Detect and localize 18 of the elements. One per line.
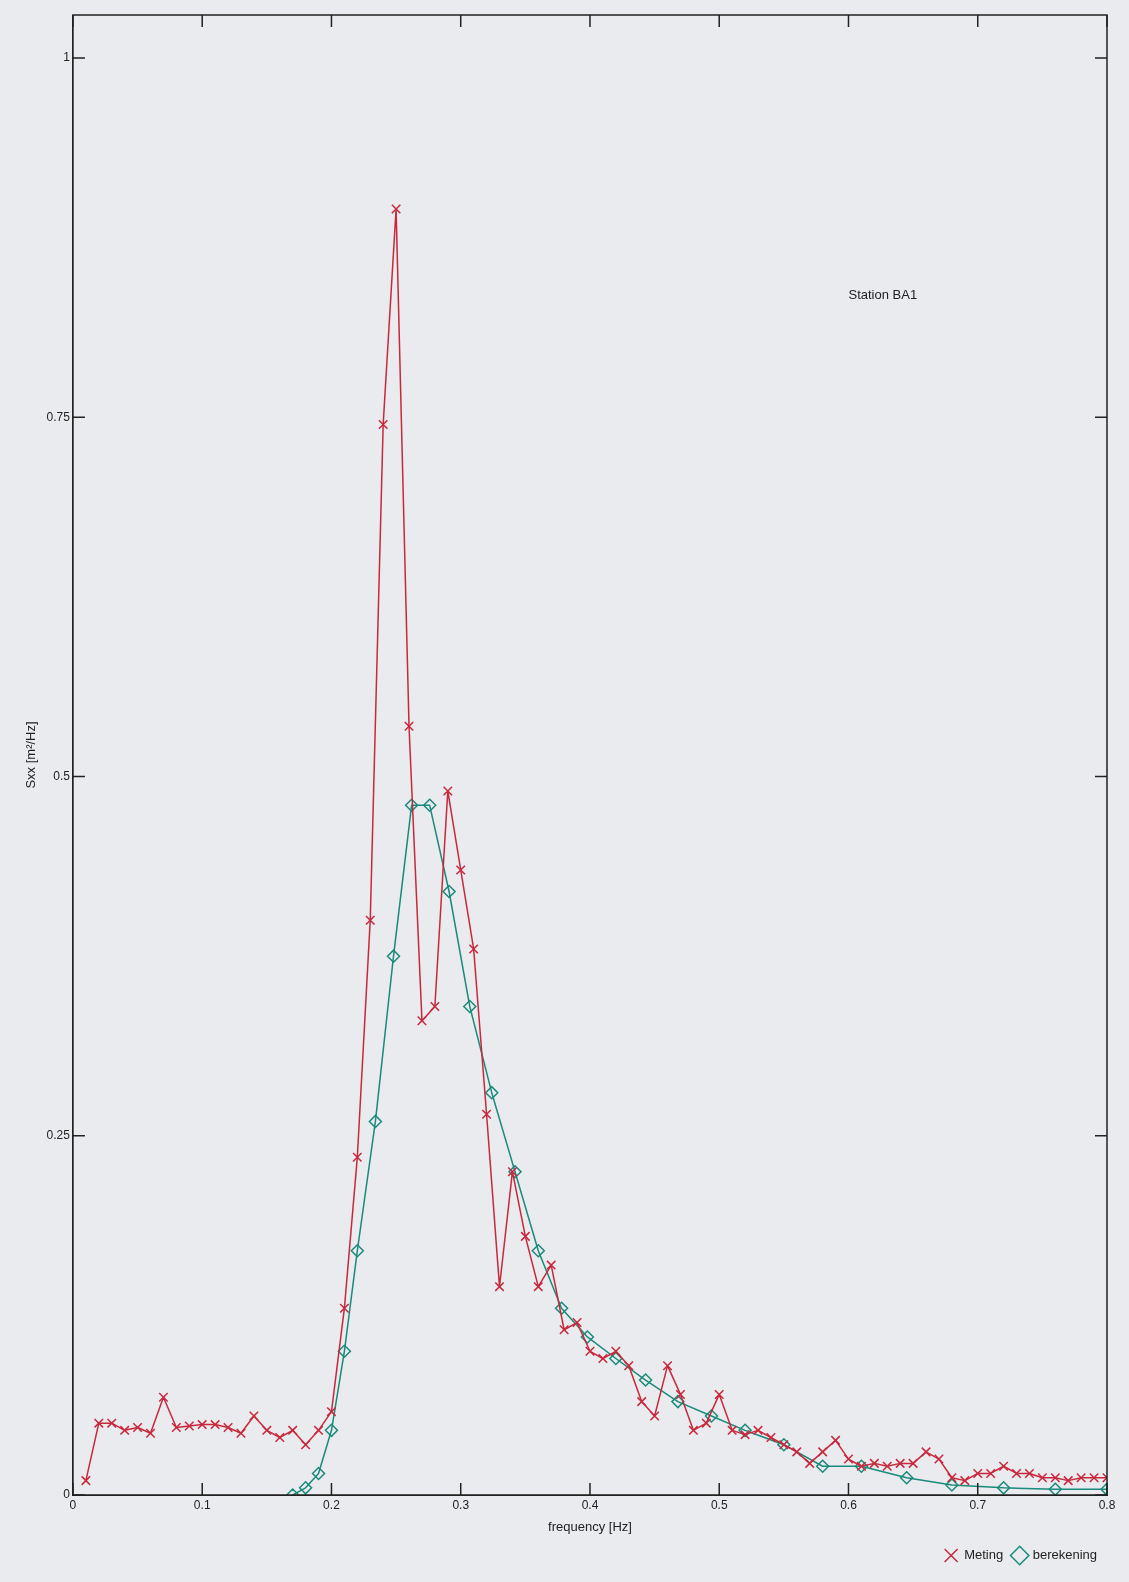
y-tick-label: 0.75	[46, 409, 71, 424]
y-tick-label: 1	[63, 50, 71, 65]
y-tick-label: 0	[63, 1487, 71, 1502]
x-tick-label: 0.6	[840, 1497, 858, 1512]
x-tick-label: 0.4	[581, 1497, 599, 1512]
y-axis-title: Sxx [m²/Hz]	[23, 721, 39, 789]
legend-label: berekening	[1032, 1547, 1097, 1563]
y-tick-label: 0.5	[53, 768, 71, 783]
y-tick-label: 0.25	[46, 1128, 71, 1143]
x-tick-label: 0.3	[452, 1497, 470, 1512]
x-axis-title: frequency [Hz]	[548, 1518, 632, 1534]
x-tick-label: 0.7	[969, 1497, 987, 1512]
x-tick-label: 0.1	[193, 1497, 211, 1512]
x-tick-label: 0.2	[323, 1497, 341, 1512]
annotation: Station BA1	[848, 286, 918, 302]
x-tick-label: 0.8	[1098, 1497, 1116, 1512]
x-tick-label: 0.5	[710, 1497, 728, 1512]
legend-label: Meting	[964, 1547, 1004, 1563]
